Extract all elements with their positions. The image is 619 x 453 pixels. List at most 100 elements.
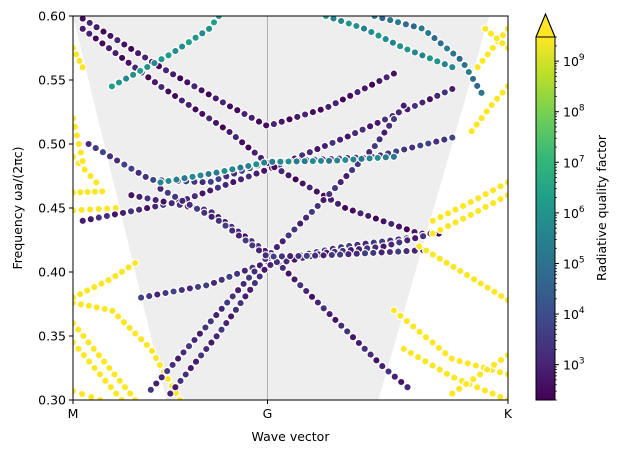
x-axis-label: Wave vector: [252, 429, 331, 444]
band-point: [157, 373, 166, 382]
band-point: [468, 74, 478, 84]
band-point: [409, 322, 418, 331]
band-point: [80, 165, 89, 174]
y-tick-label: 0.55: [38, 73, 66, 88]
band-point: [74, 139, 83, 149]
band-point: [92, 178, 101, 187]
band-point: [105, 363, 114, 373]
colorbar-label: Radiative quality factor: [594, 134, 609, 281]
band-point: [115, 376, 124, 385]
band-point: [489, 360, 499, 369]
band-point: [417, 24, 426, 33]
band-point: [79, 331, 88, 341]
band-point: [120, 160, 129, 169]
band-point: [373, 153, 382, 163]
colorbar-tick-label: 109: [563, 53, 585, 69]
band-point: [340, 203, 350, 213]
band-point: [200, 208, 209, 217]
band-point: [214, 216, 223, 225]
band-point: [124, 58, 133, 67]
band-point: [469, 275, 479, 284]
band-point: [92, 303, 101, 312]
band-point: [135, 192, 144, 201]
colorbar-outline: [535, 12, 556, 401]
band-point: [463, 359, 472, 368]
band-point: [113, 36, 122, 45]
band-point: [99, 357, 109, 366]
band-point: [204, 169, 213, 179]
band-point: [308, 156, 317, 166]
band-point: [76, 148, 85, 157]
band-point: [316, 156, 326, 166]
band-point: [75, 289, 85, 299]
band-point: [350, 128, 360, 138]
band-point: [474, 206, 483, 216]
band-point: [134, 168, 143, 177]
band-point: [124, 263, 133, 272]
band-point: [352, 21, 361, 31]
band-point: [185, 200, 194, 209]
band-point: [284, 157, 293, 166]
band-point: [286, 251, 295, 261]
band-point: [466, 197, 475, 207]
band-point: [435, 254, 444, 263]
band-point: [354, 338, 364, 348]
band-point: [179, 348, 188, 357]
band-point: [90, 363, 99, 373]
band-point: [110, 370, 119, 379]
band-point: [284, 231, 293, 240]
band-point: [212, 310, 221, 320]
band-point: [472, 120, 481, 129]
band-point: [333, 199, 343, 208]
band-point: [349, 155, 358, 164]
band-point: [98, 148, 108, 157]
band-point: [421, 333, 431, 342]
band-point: [183, 78, 192, 87]
band-point: [455, 54, 464, 63]
band-point: [324, 102, 333, 112]
band-point: [473, 63, 482, 72]
band-point: [222, 318, 231, 328]
band-point: [149, 175, 158, 185]
band-point: [236, 175, 246, 184]
band-point: [371, 214, 381, 223]
band-point: [370, 16, 379, 21]
band-point: [221, 221, 230, 230]
band-point: [428, 338, 437, 347]
band-point: [181, 370, 190, 379]
band-point: [117, 53, 127, 63]
band-point: [302, 286, 311, 296]
band-point: [233, 286, 243, 295]
band-point: [218, 123, 227, 132]
band-point: [231, 132, 240, 142]
band-point: [228, 292, 237, 301]
band-point: [460, 60, 469, 70]
band-point: [469, 375, 478, 384]
band-point: [177, 42, 187, 51]
band-point: [260, 166, 269, 175]
band-point: [161, 288, 170, 298]
band-point: [440, 60, 449, 69]
band-point: [413, 352, 423, 362]
band-point: [319, 251, 328, 260]
band-point: [436, 212, 445, 222]
band-point: [241, 236, 250, 245]
band-point: [157, 82, 166, 92]
band-point: [380, 128, 389, 137]
band-point: [294, 251, 303, 261]
band-point: [415, 242, 424, 251]
band-point: [94, 204, 103, 214]
band-point: [443, 209, 453, 218]
band-point: [284, 269, 293, 278]
band-point: [236, 298, 245, 308]
band-point: [375, 76, 384, 86]
band-point: [488, 198, 498, 208]
band-point: [250, 267, 259, 276]
band-point: [228, 226, 237, 235]
band-point: [171, 46, 180, 56]
band-point: [186, 363, 195, 373]
band-point: [359, 24, 369, 33]
band-point: [346, 91, 355, 100]
band-point: [97, 279, 106, 288]
y-tick-label: 0.45: [38, 201, 66, 216]
